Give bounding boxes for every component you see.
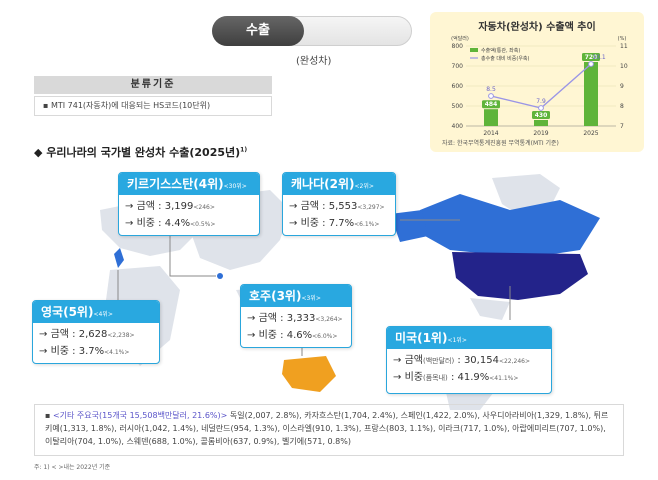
y-tick-label: 700 (452, 63, 464, 70)
y-tick-label: 600 (452, 83, 464, 90)
legend-line-label: 총수출 대비 비중(우축) (481, 55, 530, 62)
share-label: 10.1 (592, 54, 606, 61)
footnote: 주: 1) < >내는 2022년 기준 (34, 464, 111, 471)
other-countries-box: ▪ <기타 주요국(15개국 15,508백만달러, 21.6%)> 독일(2,… (34, 404, 624, 456)
connector-kyrgyzstan (169, 230, 216, 277)
card-title: 미국(1위)<1위> (387, 327, 551, 349)
map-alaska (390, 210, 428, 242)
criteria-title: 분류기준 (34, 76, 272, 94)
y2-axis-label: (%) (618, 36, 627, 42)
section-note-mark: 1) (240, 146, 248, 154)
x-tick-label: 2025 (583, 130, 598, 137)
card-amount: → 금액 : 2,628<2,238> (39, 329, 135, 340)
category-toggle: 수출 (212, 16, 412, 46)
y-axis-label: (억달러) (451, 35, 469, 42)
bar (484, 109, 498, 126)
card-usa: 미국(1위)<1위> → 금액(백만달러) : 30,154<22,246> →… (386, 326, 552, 394)
bar-label-bg (582, 53, 600, 61)
bar (534, 120, 548, 126)
share-label: 7.9 (536, 98, 546, 105)
card-canada: 캐나다(2위)<2위> → 금액 : 5,553<3,297> → 비중 : 7… (282, 172, 396, 236)
y2-tick-label: 11 (620, 43, 628, 50)
map-uk (114, 248, 124, 268)
map-kyrgyzstan (217, 273, 223, 279)
other-countries-head: <기타 주요국(15개국 15,508백만달러, 21.6%)> (52, 411, 228, 420)
share-point (538, 105, 544, 111)
page-subtitle: (완성차) (296, 56, 332, 67)
bar (584, 62, 598, 126)
bar-label-bg (482, 100, 500, 109)
card-share: → 비중 : 3.7%<4.1%> (39, 346, 130, 357)
share-point (488, 93, 494, 99)
trend-title: 자동차(완성차) 수출액 추이 (478, 22, 596, 33)
other-countries-text: 독일(2,007, 2.8%), 카자흐스탄(1,704, 2.4%), 스페인… (45, 411, 609, 446)
y-tick-label: 500 (452, 103, 464, 110)
section-title-text: 우리나라의 국가별 완성차 수출(2025년) (46, 146, 241, 159)
card-title: 캐나다(2위)<2위> (283, 173, 395, 195)
map-australia (282, 356, 336, 392)
export-trend-panel: 자동차(완성차) 수출액 추이 400 500 600 700 800 7 8 9 10 11 (억… (430, 12, 644, 152)
bar-label: 484 (485, 101, 498, 108)
share-label: 8.5 (486, 86, 496, 93)
section-title: ◆ 우리나라의 국가별 완성차 수출(2025년)1) (34, 144, 247, 160)
trend-chart: 400 500 600 700 800 7 8 9 10 11 (억달러) (%) 484 2014 430… (451, 35, 628, 137)
trend-source: 자료: 한국무역통계진흥원 무역통계(MTI 기준) (442, 140, 559, 147)
export-tag: 수출 (212, 16, 304, 46)
x-tick-label: 2019 (533, 130, 548, 137)
card-amount: → 금액 : 3,199<246> (125, 201, 215, 212)
legend-bar-label: 수출액(통관, 좌축) (481, 47, 520, 54)
legend-bar-swatch (470, 48, 478, 52)
map-mexico (470, 298, 510, 320)
card-title: 영국(5위)<4위> (33, 301, 159, 323)
y-tick-label: 400 (452, 123, 464, 130)
y2-tick-label: 8 (620, 103, 624, 110)
diamond-bullet-icon: ◆ (34, 146, 43, 159)
card-uk: 영국(5위)<4위> → 금액 : 2,628<2,238> → 비중 : 3.… (32, 300, 160, 364)
y2-tick-label: 7 (620, 123, 624, 130)
criteria-item: MTI 741(자동차)에 대응되는 HS코드(10단위) (50, 101, 211, 110)
card-title: 호주(3위)<3위> (241, 285, 351, 307)
map-canada (420, 194, 600, 256)
card-share: → 비중 : 4.4%<0.5%> (125, 218, 216, 229)
map-usa (452, 252, 588, 300)
criteria-body: ▪ MTI 741(자동차)에 대응되는 HS코드(10단위) (34, 96, 272, 116)
card-share: → 비중(품목내) : 41.9%<41.1%> (393, 372, 519, 383)
card-amount: → 금액 : 3,333<3,264> (247, 313, 343, 324)
card-amount: → 금액 : 5,553<3,297> (289, 201, 385, 212)
card-amount: → 금액(백만달러) : 30,154<22,246> (393, 355, 530, 366)
y-tick-label: 800 (452, 43, 464, 50)
bar-label: 720 (585, 54, 598, 61)
card-title: 키르기스스탄(4위)<30위> (119, 173, 259, 195)
x-tick-label: 2014 (483, 130, 498, 137)
card-kyrgyzstan: 키르기스스탄(4위)<30위> → 금액 : 3,199<246> → 비중 :… (118, 172, 260, 236)
y2-tick-label: 10 (620, 63, 628, 70)
card-share: → 비중 : 4.6%<6.0%> (247, 330, 338, 341)
y2-tick-label: 9 (620, 83, 624, 90)
card-australia: 호주(3위)<3위> → 금액 : 3,333<3,264> → 비중 : 4.… (240, 284, 352, 348)
bar-label-bg (532, 111, 550, 119)
share-point (588, 61, 594, 67)
bar-label: 430 (535, 112, 548, 119)
card-share: → 비중 : 7.7%<6.1%> (289, 218, 380, 229)
